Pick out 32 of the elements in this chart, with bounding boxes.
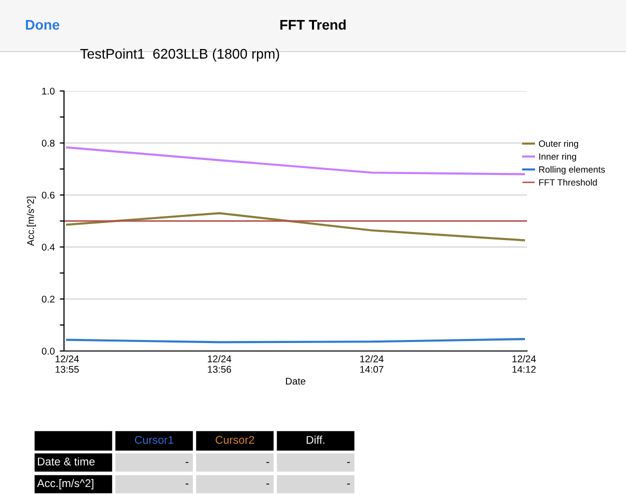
category-label: Cursor1 (134, 436, 174, 444)
y-tick-label: 0.4 (42, 244, 55, 251)
text: - (266, 484, 270, 485)
category-label: Diff. (306, 436, 324, 444)
y-tick-label: 1.0 (42, 88, 55, 95)
text: Done (26, 20, 60, 30)
category-label: Cursor2 (216, 436, 254, 444)
text: - (186, 462, 188, 463)
y-tick-label: 0.0 (42, 348, 55, 355)
legend-label: Rolling elements (539, 166, 605, 174)
chart-subtitle: TestPoint1 6203LLB (1800 rpm) (80, 48, 280, 62)
text: - (186, 484, 188, 485)
text: - (347, 484, 350, 485)
x-tick-label: 12/24 14:12 (512, 355, 536, 373)
y-tick-label: 0.8 (42, 140, 55, 147)
text: - (266, 462, 270, 463)
line-series (66, 212, 525, 242)
line-series (66, 146, 525, 176)
y-tick-label: 0.6 (42, 192, 55, 199)
y-tick-label: 0.2 (42, 296, 54, 303)
x-tick-label: 12/24 14:07 (360, 355, 384, 373)
category-label: Date & time (38, 457, 95, 466)
legend-label: Outer ring (538, 140, 578, 149)
legend-label: Inner ring (539, 153, 576, 162)
x-tick-label: 12/24 13:55 (56, 355, 79, 373)
text: - (347, 462, 350, 463)
y-axis-title: Acc.[m/s^2] (26, 196, 36, 246)
chart-title: FFT Trend (280, 20, 346, 30)
category-label: Acc.[m/s^2] (37, 478, 94, 490)
x-axis-title: Date (286, 378, 306, 385)
legend-label: FFT Threshold (539, 178, 597, 186)
x-tick-label: 12/24 13:56 (208, 355, 232, 373)
